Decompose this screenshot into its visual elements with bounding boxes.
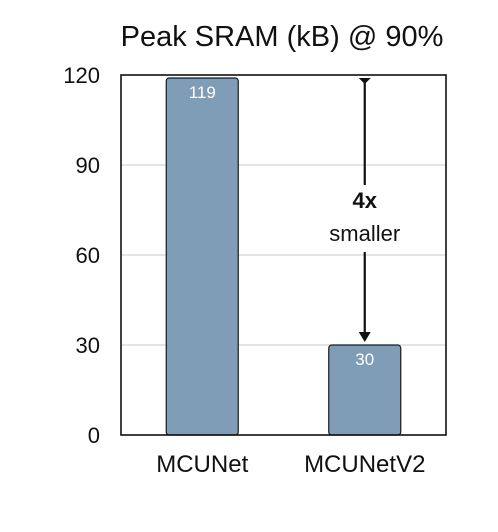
y-tick-label: 90 [76, 153, 100, 178]
y-tick-label: 30 [76, 333, 100, 358]
x-tick-label: MCUNet [156, 451, 248, 478]
annotation-label: smaller [329, 221, 400, 246]
arrow-top-head [359, 78, 371, 84]
annotation-factor: 4x [353, 188, 378, 213]
chart-title: Peak SRAM (kB) @ 90% [121, 21, 444, 53]
x-tick-label: MCUNetV2 [304, 451, 425, 478]
reduction-annotation: 4x smaller [329, 78, 400, 342]
bar-value-label: 30 [355, 350, 374, 369]
y-axis-ticks: 0 30 60 90 120 [63, 63, 100, 448]
y-tick-label: 60 [76, 243, 100, 268]
y-tick-label: 120 [63, 63, 100, 88]
y-tick-label: 0 [88, 423, 100, 448]
x-axis-ticks: MCUNet MCUNetV2 [156, 451, 425, 478]
bar-value-label: 119 [189, 83, 216, 102]
arrow-bottom-head [359, 332, 371, 342]
bar-mcunet [166, 78, 238, 435]
